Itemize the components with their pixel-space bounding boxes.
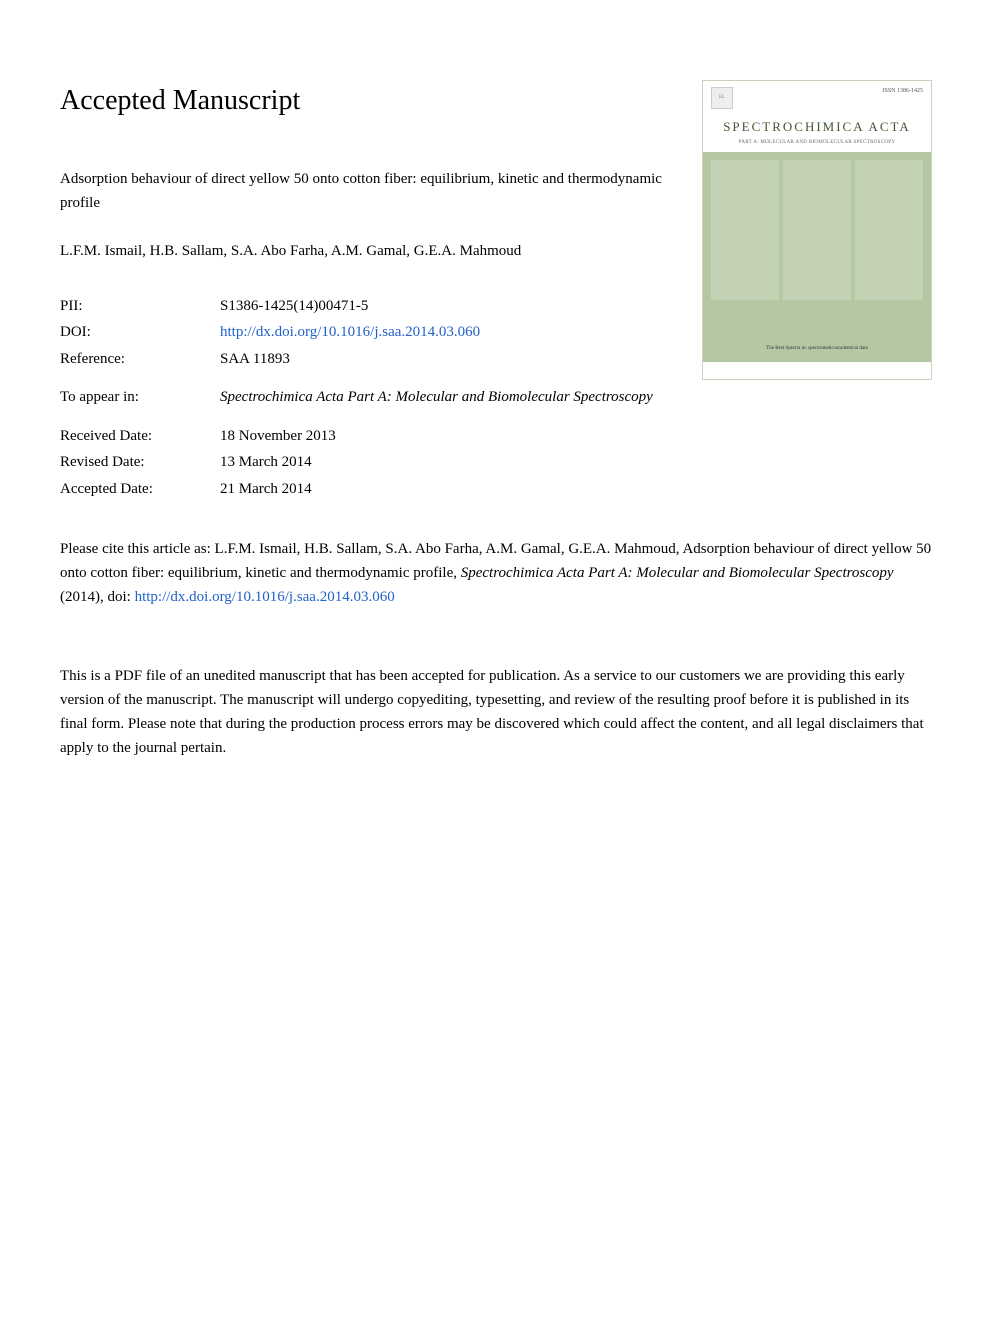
journal-cover-thumbnail: EL ISSN 1386-1425 SPECTROCHIMICA ACTA PA… (702, 80, 932, 380)
cover-panel-1 (711, 160, 779, 300)
cover-panel-3 (855, 160, 923, 300)
cover-body: The Best Spectra in: spectrometicsacadem… (703, 152, 931, 362)
elsevier-logo-icon: EL (711, 87, 733, 109)
citation-year-doi: (2014), doi: (60, 589, 135, 605)
revised-label: Revised Date: (60, 449, 220, 476)
disclaimer-paragraph: This is a PDF file of an unedited manusc… (60, 664, 932, 760)
authors-list: L.F.M. Ismail, H.B. Sallam, S.A. Abo Far… (60, 240, 672, 263)
doi-link[interactable]: http://dx.doi.org/10.1016/j.saa.2014.03.… (220, 324, 480, 340)
reference-value: SAA 11893 (220, 346, 653, 373)
meta-row-accepted: Accepted Date: 21 March 2014 (60, 476, 653, 503)
cover-header: EL ISSN 1386-1425 (703, 81, 931, 115)
cover-panel-2 (783, 160, 851, 300)
revised-value: 13 March 2014 (220, 449, 653, 476)
meta-row-reference: Reference: SAA 11893 (60, 346, 653, 373)
top-section: Accepted Manuscript Adsorption behaviour… (60, 80, 932, 502)
citation-journal: Spectrochimica Acta Part A: Molecular an… (461, 565, 894, 581)
cover-subtitle: PART A: MOLECULAR AND BIOMOLECULAR SPECT… (707, 139, 927, 147)
cover-issn: ISSN 1386-1425 (882, 87, 923, 96)
meta-row-doi: DOI: http://dx.doi.org/10.1016/j.saa.201… (60, 319, 653, 346)
pii-label: PII: (60, 293, 220, 320)
meta-row-received: Received Date: 18 November 2013 (60, 423, 653, 450)
received-value: 18 November 2013 (220, 423, 653, 450)
meta-row-pii: PII: S1386-1425(14)00471-5 (60, 293, 653, 320)
received-label: Received Date: (60, 423, 220, 450)
accepted-value: 21 March 2014 (220, 476, 653, 503)
doi-label: DOI: (60, 319, 220, 346)
cover-journal-name: SPECTROCHIMICA ACTA (707, 117, 927, 137)
accepted-manuscript-heading: Accepted Manuscript (60, 80, 672, 122)
citation-doi-link[interactable]: http://dx.doi.org/10.1016/j.saa.2014.03.… (135, 589, 395, 605)
cover-panels (711, 160, 923, 300)
article-title: Adsorption behaviour of direct yellow 50… (60, 167, 672, 215)
citation-paragraph: Please cite this article as: L.F.M. Isma… (60, 537, 932, 609)
pii-value: S1386-1425(14)00471-5 (220, 293, 653, 320)
accepted-label: Accepted Date: (60, 476, 220, 503)
reference-label: Reference: (60, 346, 220, 373)
meta-row-appear: To appear in: Spectrochimica Acta Part A… (60, 384, 653, 411)
appear-value: Spectrochimica Acta Part A: Molecular an… (220, 384, 653, 411)
appear-label: To appear in: (60, 384, 220, 411)
cover-title-band: SPECTROCHIMICA ACTA PART A: MOLECULAR AN… (703, 115, 931, 152)
left-column: Accepted Manuscript Adsorption behaviour… (60, 80, 672, 502)
cover-footer-text: The Best Spectra in: spectrometicsacadem… (703, 345, 931, 353)
meta-row-revised: Revised Date: 13 March 2014 (60, 449, 653, 476)
metadata-table: PII: S1386-1425(14)00471-5 DOI: http://d… (60, 293, 653, 503)
